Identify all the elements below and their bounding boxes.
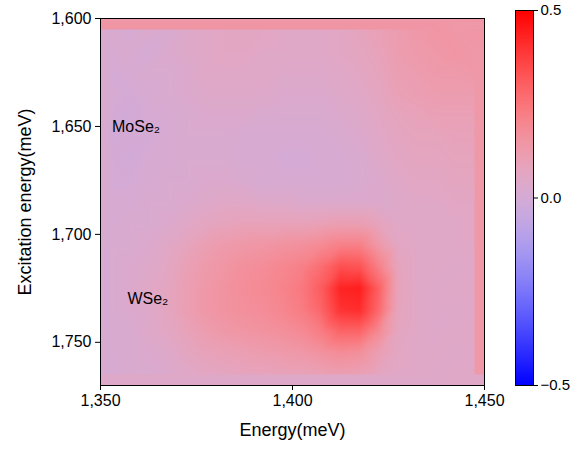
svg-text:1,650: 1,650 (51, 118, 91, 135)
svg-text:1,700: 1,700 (51, 226, 91, 243)
svg-text:1,450: 1,450 (464, 392, 504, 409)
svg-text:1,750: 1,750 (51, 333, 91, 350)
svg-text:1,600: 1,600 (51, 10, 91, 27)
svg-text:−0.5: −0.5 (541, 376, 571, 393)
svg-text:1,400: 1,400 (272, 392, 312, 409)
svg-text:Energy(meV): Energy(meV) (239, 420, 345, 440)
svg-text:0.0: 0.0 (541, 189, 562, 206)
svg-text:MoSe₂: MoSe₂ (112, 118, 160, 135)
svg-text:Excitation energy(meV): Excitation energy(meV) (15, 108, 35, 295)
svg-text:0.5: 0.5 (541, 1, 562, 18)
svg-text:1,350: 1,350 (80, 392, 120, 409)
svg-text:WSe₂: WSe₂ (127, 290, 168, 307)
